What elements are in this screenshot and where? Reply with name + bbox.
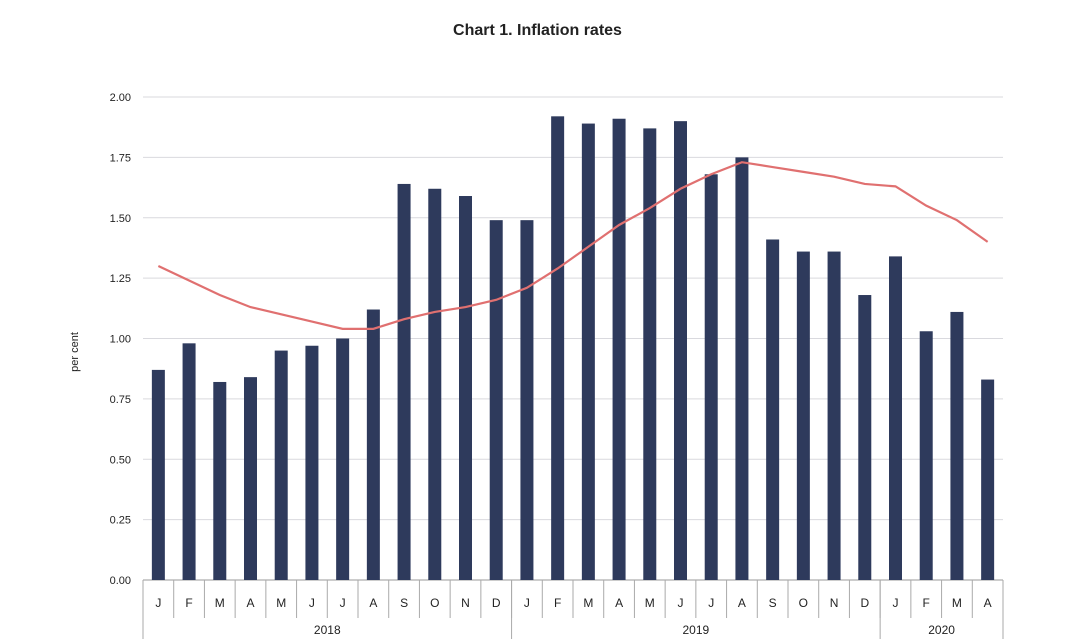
month-label: S	[400, 596, 408, 610]
month-label: D	[492, 596, 501, 610]
bar	[366, 309, 380, 580]
bar	[244, 377, 257, 580]
month-label: M	[276, 596, 286, 610]
bar	[305, 345, 319, 580]
bar	[889, 256, 902, 580]
bar	[858, 295, 872, 580]
bar	[151, 369, 165, 580]
month-label: A	[246, 596, 254, 610]
month-label: J	[524, 596, 530, 610]
line-series	[157, 161, 989, 330]
y-tick-label: 1.50	[110, 213, 131, 225]
bar	[674, 121, 687, 581]
bar	[766, 239, 780, 581]
bar	[551, 116, 565, 580]
y-tick-label: 1.75	[110, 152, 131, 164]
bar	[827, 251, 841, 580]
month-label: A	[984, 596, 992, 610]
y-tick-label: 1.25	[110, 273, 131, 285]
bar	[704, 174, 718, 580]
month-label: N	[830, 596, 839, 610]
bar	[489, 220, 503, 581]
bar	[735, 157, 749, 580]
month-label: J	[893, 596, 899, 610]
month-label: N	[461, 596, 470, 610]
bar	[274, 350, 288, 580]
y-axis-label: per cent	[69, 332, 81, 372]
y-tick-label: 0.00	[110, 575, 131, 587]
bar	[397, 183, 411, 580]
y-tick-label: 0.50	[110, 454, 131, 466]
month-label: J	[155, 596, 161, 610]
y-tick-label: 0.25	[110, 515, 131, 527]
bar	[919, 331, 933, 580]
bar	[950, 311, 964, 580]
y-tick-label: 1.00	[110, 334, 131, 346]
bar	[612, 118, 626, 581]
y-tick-label: 0.75	[110, 394, 131, 406]
y-tick-label: 2.00	[110, 92, 131, 104]
month-label: J	[340, 596, 346, 610]
month-label: J	[309, 596, 315, 610]
year-label: 2018	[314, 623, 341, 637]
bar	[428, 188, 442, 580]
bar	[520, 220, 534, 581]
month-label: A	[615, 596, 623, 610]
bar	[182, 343, 196, 580]
month-label: M	[645, 596, 655, 610]
month-label: M	[583, 596, 593, 610]
month-label: M	[215, 596, 225, 610]
bar	[643, 128, 657, 580]
bar	[581, 123, 595, 580]
month-label: F	[554, 596, 561, 610]
month-label: F	[185, 596, 192, 610]
bar	[336, 338, 350, 580]
month-label: A	[738, 596, 746, 610]
month-label: S	[769, 596, 777, 610]
year-label: 2019	[683, 623, 710, 637]
month-label: D	[860, 596, 869, 610]
bar	[459, 196, 472, 580]
year-label: 2020	[928, 623, 955, 637]
chart-title: Chart 1. Inflation rates	[453, 22, 622, 39]
month-label: O	[799, 596, 808, 610]
month-label: O	[430, 596, 439, 610]
month-label: J	[708, 596, 714, 610]
month-label: M	[952, 596, 962, 610]
bar	[213, 381, 227, 580]
bar	[981, 379, 995, 580]
bar	[796, 251, 810, 580]
month-label: J	[678, 596, 684, 610]
month-label: F	[923, 596, 930, 610]
month-label: A	[369, 596, 377, 610]
